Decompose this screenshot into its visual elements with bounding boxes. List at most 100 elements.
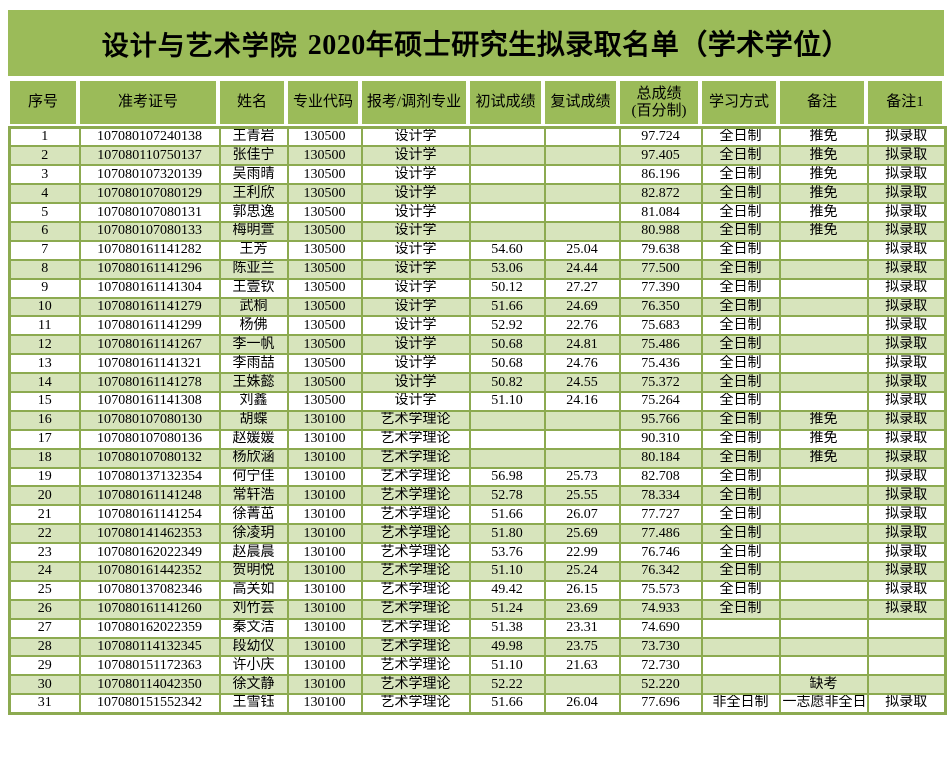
cell-remark: 推免	[778, 145, 869, 167]
cell-remark: 推免	[778, 220, 869, 242]
cell-remark	[778, 504, 869, 526]
cell-total-score: 74.690	[618, 617, 703, 639]
cell-remark: 推免	[778, 428, 869, 450]
cell-serial: 18	[8, 447, 81, 469]
admission-table: 1 107080107240138 王青岩 130500 设计学 97.724 全日制 推免拟…	[8, 126, 947, 715]
cell-remark: 推免	[778, 164, 869, 186]
cell-exam-id: 107080161141278	[78, 372, 221, 393]
table-row: 10 107080161141279 武桐 130500 设计学 51.66 24.69 76…	[8, 296, 947, 318]
cell-exam-id: 107080107080130	[78, 409, 221, 431]
cell-study-mode: 全日制	[700, 277, 781, 299]
cell-name: 李雨喆	[218, 353, 289, 375]
cell-exam-id: 107080151172363	[78, 655, 221, 677]
cell-remark	[778, 296, 869, 318]
cell-total-score: 72.730	[618, 655, 703, 677]
cell-remark1: 拟录取	[866, 145, 947, 167]
table-row: 2 107080110750137 张佳宁 130500 设计学 97.405 全日制 推免拟…	[8, 145, 947, 167]
cell-initial-score: 50.12	[468, 277, 546, 299]
cell-initial-score: 53.06	[468, 258, 546, 280]
cell-exam-id: 107080161141260	[78, 598, 221, 620]
cell-exam-id: 107080137082346	[78, 579, 221, 601]
cell-major: 设计学	[360, 390, 471, 412]
cell-initial-score: 51.10	[468, 390, 546, 412]
cell-retest-score	[543, 126, 621, 148]
cell-major-code: 130500	[286, 220, 363, 242]
cell-serial: 30	[8, 674, 81, 696]
cell-remark1	[866, 636, 947, 658]
cell-remark1	[866, 655, 947, 677]
cell-initial-score: 52.92	[468, 315, 546, 337]
cell-retest-score	[543, 145, 621, 167]
cell-serial: 19	[8, 466, 81, 488]
cell-major: 设计学	[360, 145, 471, 167]
cell-exam-id: 107080110750137	[78, 145, 221, 167]
cell-remark	[778, 390, 869, 412]
cell-remark	[778, 655, 869, 677]
cell-total-score: 76.350	[618, 296, 703, 318]
cell-remark	[778, 617, 869, 639]
cell-total-score: 75.436	[618, 353, 703, 375]
column-header-remark: 备注	[778, 79, 866, 126]
cell-remark	[778, 485, 869, 507]
cell-total-score: 80.184	[618, 447, 703, 469]
cell-total-score: 74.933	[618, 598, 703, 620]
table-row: 30 107080114042350 徐文静 130100 艺术学理论 52.22 52.2…	[8, 674, 947, 696]
cell-name: 王芳	[218, 239, 289, 261]
cell-study-mode: 全日制	[700, 579, 781, 601]
cell-serial: 15	[8, 390, 81, 412]
cell-initial-score	[468, 183, 546, 205]
cell-major-code: 130100	[286, 655, 363, 677]
cell-remark1: 拟录取	[866, 315, 947, 337]
cell-remark	[778, 258, 869, 280]
cell-name: 李一帆	[218, 334, 289, 356]
cell-retest-score	[543, 674, 621, 696]
cell-major-code: 130100	[286, 504, 363, 526]
cell-remark1: 拟录取	[866, 693, 947, 715]
table-row: 12 107080161141267 李一帆 130500 设计学 50.68 24.81 7…	[8, 334, 947, 356]
cell-initial-score: 51.66	[468, 504, 546, 526]
cell-total-score: 90.310	[618, 428, 703, 450]
cell-total-score: 52.220	[618, 674, 703, 696]
cell-major-code: 130500	[286, 164, 363, 186]
table-row: 4 107080107080129 王利欣 130500 设计学 82.872 全日制 推免拟…	[8, 183, 947, 205]
cell-remark	[778, 579, 869, 601]
cell-initial-score: 54.60	[468, 239, 546, 261]
cell-retest-score	[543, 409, 621, 431]
column-header-remark1: 备注1	[866, 79, 944, 126]
cell-retest-score	[543, 183, 621, 205]
cell-retest-score: 22.76	[543, 315, 621, 337]
cell-study-mode: 全日制	[700, 126, 781, 148]
cell-serial: 24	[8, 560, 81, 582]
cell-major: 艺术学理论	[360, 579, 471, 601]
cell-serial: 8	[8, 258, 81, 280]
cell-remark1: 拟录取	[866, 277, 947, 299]
cell-major-code: 130500	[286, 296, 363, 318]
cell-initial-score	[468, 145, 546, 167]
cell-retest-score: 23.75	[543, 636, 621, 658]
table-row: 8 107080161141296 陈亚兰 130500 设计学 53.06 24.44 77…	[8, 258, 947, 280]
cell-major-code: 130100	[286, 693, 363, 715]
cell-name: 常轩浩	[218, 485, 289, 507]
cell-exam-id: 107080107080131	[78, 202, 221, 223]
column-header-name: 姓名	[218, 79, 286, 126]
cell-remark: 推免	[778, 447, 869, 469]
cell-serial: 7	[8, 239, 81, 261]
cell-exam-id: 107080161141304	[78, 277, 221, 299]
cell-name: 梅明萱	[218, 220, 289, 242]
cell-major: 设计学	[360, 202, 471, 223]
cell-retest-score: 25.24	[543, 560, 621, 582]
cell-exam-id: 107080107080136	[78, 428, 221, 450]
cell-remark1: 拟录取	[866, 202, 947, 223]
cell-major: 设计学	[360, 183, 471, 205]
table-row: 13 107080161141321 李雨喆 130500 设计学 50.68 24.76 7…	[8, 353, 947, 375]
cell-study-mode: 全日制	[700, 372, 781, 393]
cell-exam-id: 107080161141299	[78, 315, 221, 337]
table-row: 26 107080161141260 刘竹芸 130100 艺术学理论 51.24 23.6…	[8, 598, 947, 620]
cell-total-score: 73.730	[618, 636, 703, 658]
cell-serial: 11	[8, 315, 81, 337]
cell-serial: 10	[8, 296, 81, 318]
cell-total-score: 97.405	[618, 145, 703, 167]
cell-remark	[778, 315, 869, 337]
cell-retest-score: 24.44	[543, 258, 621, 280]
cell-retest-score: 25.73	[543, 466, 621, 488]
